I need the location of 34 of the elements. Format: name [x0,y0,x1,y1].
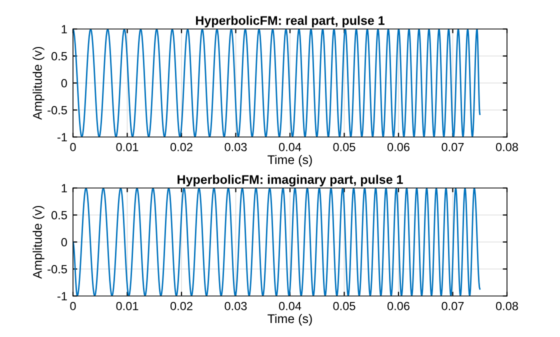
y-tick-label: -1 [57,292,67,300]
x-tick-label: 0.07 [442,142,464,152]
y-tick-label: -0.5 [48,106,67,114]
y-tick-label: 0.5 [51,211,67,220]
chart-title: HyperbolicFM: real part, pulse 1 [196,16,384,28]
y-tick-label: 1 [62,25,67,34]
y-tick-label: -1 [57,133,67,142]
x-tick-label: 0.06 [387,142,410,152]
y-tick-label: 0.5 [51,52,67,60]
x-tick-label: 0.01 [116,302,138,310]
x-tick-label: 0.08 [496,142,518,152]
x-tick-label: 0 [70,142,76,152]
x-tick-label: 0.06 [387,302,410,310]
x-tick-label: 0.05 [333,302,356,310]
x-tick-label: 0 [70,302,76,310]
x-tick-label: 0.01 [116,142,138,152]
y-tick-label: -0.5 [48,265,67,274]
x-tick-label: 0.08 [496,302,518,310]
x-tick-label: 0.04 [278,142,302,152]
x-tick-label: 0.07 [442,302,464,310]
y-tick-label: 1 [62,184,67,192]
x-tick-label: 0.05 [333,142,356,152]
y-axis-title: Amplitude (v) [32,206,44,279]
x-tick-label: 0.03 [224,302,247,310]
x-tick-label: 0.02 [170,142,192,152]
x-tick-label: 0.03 [224,142,247,152]
y-tick-label: 0 [61,238,67,246]
x-axis-title: Time (s) [268,314,312,326]
y-tick-label: 0 [61,79,67,88]
x-axis-title: Time (s) [268,154,312,167]
x-tick-label: 0.02 [170,302,192,310]
chart-title: HyperbolicFM: imaginary part, pulse 1 [178,174,403,186]
x-tick-label: 0.04 [278,302,302,310]
y-axis-title: Amplitude (v) [32,46,44,120]
